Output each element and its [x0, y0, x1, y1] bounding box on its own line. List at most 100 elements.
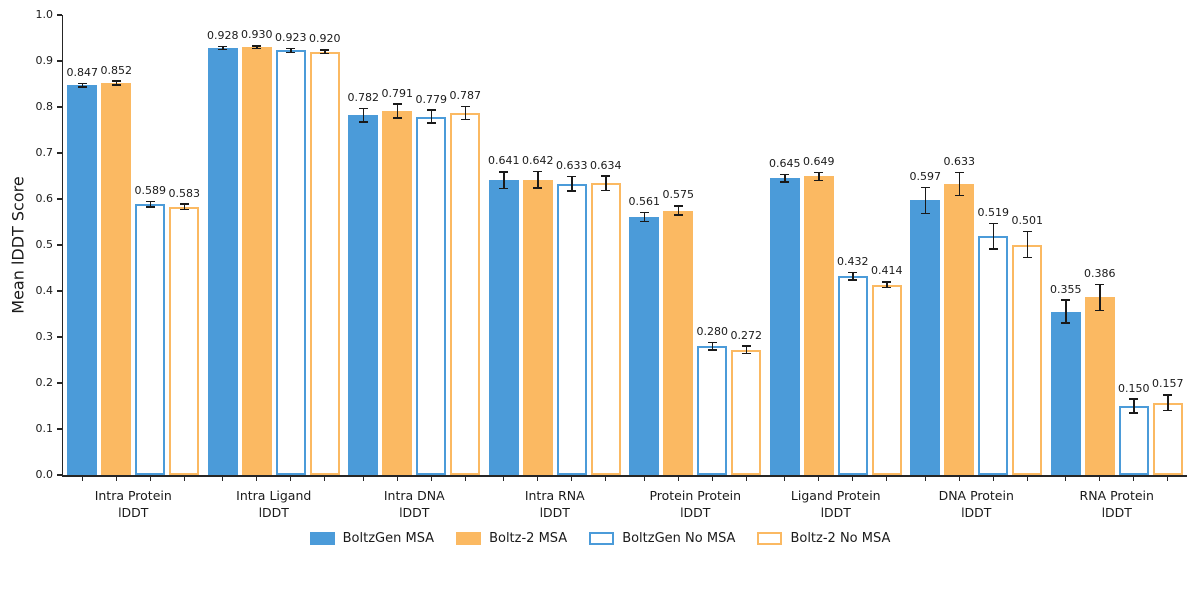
value-label: 0.272	[730, 328, 763, 342]
bar	[871, 284, 902, 475]
x-tick	[745, 476, 747, 481]
error-bar-cap	[1095, 309, 1105, 312]
error-bar-cap	[358, 107, 368, 110]
error-bar-cap	[814, 179, 824, 182]
value-label: 0.633	[943, 154, 976, 168]
y-tick-label: 0.8	[35, 100, 54, 113]
value-label: 0.920	[309, 32, 341, 46]
value-label: 0.150	[1118, 381, 1150, 395]
x-tick	[537, 476, 539, 481]
error-bar-cap	[707, 341, 717, 344]
bar	[275, 50, 306, 475]
error-bar-cap	[111, 80, 121, 82]
value-label: 0.583	[168, 186, 201, 200]
x-tick	[784, 476, 786, 481]
error-bar-line	[605, 176, 607, 191]
y-tick-label: 0.1	[35, 422, 54, 435]
error-bar-cap	[848, 279, 858, 281]
y-tick-label: 0.4	[35, 284, 54, 297]
error-bar-line	[396, 104, 398, 119]
error-bar-line	[81, 83, 83, 88]
y-tick-label: 0.0	[35, 468, 54, 481]
legend-label: Boltz-2 No MSA	[790, 531, 891, 546]
value-label: 0.847	[66, 66, 99, 80]
y-tick	[57, 106, 62, 108]
value-label: 0.589	[134, 183, 167, 197]
x-tick	[992, 476, 994, 481]
bar	[135, 204, 166, 475]
error-bar-cap	[145, 200, 155, 203]
bar	[837, 276, 868, 475]
error-bar-cap	[426, 109, 436, 111]
legend-label: BoltzGen No MSA	[622, 531, 736, 546]
error-bar-cap	[920, 212, 930, 214]
x-tick	[677, 476, 679, 481]
error-bar-line	[430, 110, 432, 124]
bar	[663, 210, 694, 475]
error-bar-cap	[1061, 322, 1071, 324]
error-bar-line	[149, 201, 151, 207]
error-bar-cap	[988, 222, 998, 225]
error-bar-line	[324, 49, 326, 54]
bar	[382, 111, 413, 475]
error-bar-cap	[601, 189, 611, 192]
y-tick	[57, 336, 62, 338]
value-label: 0.501	[1011, 214, 1044, 228]
category-label-line1: Intra Protein	[94, 488, 172, 503]
value-label: 0.649	[803, 154, 835, 168]
bar	[522, 179, 553, 475]
bar	[1012, 244, 1043, 475]
error-bar-line	[852, 272, 854, 280]
legend-swatch-icon	[589, 532, 615, 545]
error-bar-cap	[320, 49, 330, 51]
x-tick	[1026, 476, 1028, 481]
error-bar-line	[745, 346, 747, 354]
error-bar-line	[1065, 300, 1067, 324]
error-bar-line	[571, 176, 573, 192]
bar	[1118, 406, 1149, 475]
error-bar-cap	[499, 171, 509, 173]
error-bar-cap	[1022, 256, 1032, 259]
error-bar-line	[1099, 284, 1101, 311]
bar	[731, 349, 762, 475]
value-label: 0.561	[628, 194, 661, 208]
x-tick	[464, 476, 466, 481]
bar	[348, 115, 379, 475]
bar	[488, 180, 519, 475]
y-tick-label: 0.9	[35, 54, 54, 67]
error-bar-line	[290, 48, 292, 53]
x-tick	[324, 476, 326, 481]
error-bar-line	[256, 45, 258, 49]
value-label: 0.575	[662, 188, 695, 202]
category-label-line2: lDDT	[118, 504, 149, 520]
legend-item: Boltz-2 MSA	[456, 531, 567, 546]
value-label: 0.386	[1084, 267, 1116, 281]
category-label-line1: Protein Protein	[649, 488, 742, 503]
value-label: 0.779	[415, 92, 448, 106]
x-tick	[886, 476, 888, 481]
category-label-line2: lDDT	[1101, 504, 1132, 520]
legend-item: BoltzGen MSA	[309, 531, 434, 546]
bar	[629, 216, 660, 475]
error-bar-cap	[1163, 409, 1173, 412]
error-bar-cap	[780, 173, 790, 176]
error-bar-cap	[179, 203, 189, 205]
category-label: Intra DNA lDDT	[338, 488, 490, 521]
y-tick	[57, 382, 62, 384]
error-bar-cap	[882, 286, 892, 289]
value-label: 0.642	[522, 153, 554, 167]
error-bar-cap	[460, 105, 470, 108]
y-tick-label: 0.7	[35, 146, 54, 159]
x-tick	[183, 476, 185, 481]
error-bar-line	[537, 171, 539, 188]
error-bar-cap	[320, 52, 330, 55]
error-bar-line	[711, 342, 713, 350]
error-bar-cap	[673, 214, 683, 216]
y-tick	[57, 474, 62, 476]
x-tick	[81, 476, 83, 481]
error-bar-cap	[741, 345, 751, 347]
error-bar-cap	[707, 349, 717, 351]
category-label-line2: lDDT	[258, 504, 289, 520]
error-bar-cap	[426, 122, 436, 124]
